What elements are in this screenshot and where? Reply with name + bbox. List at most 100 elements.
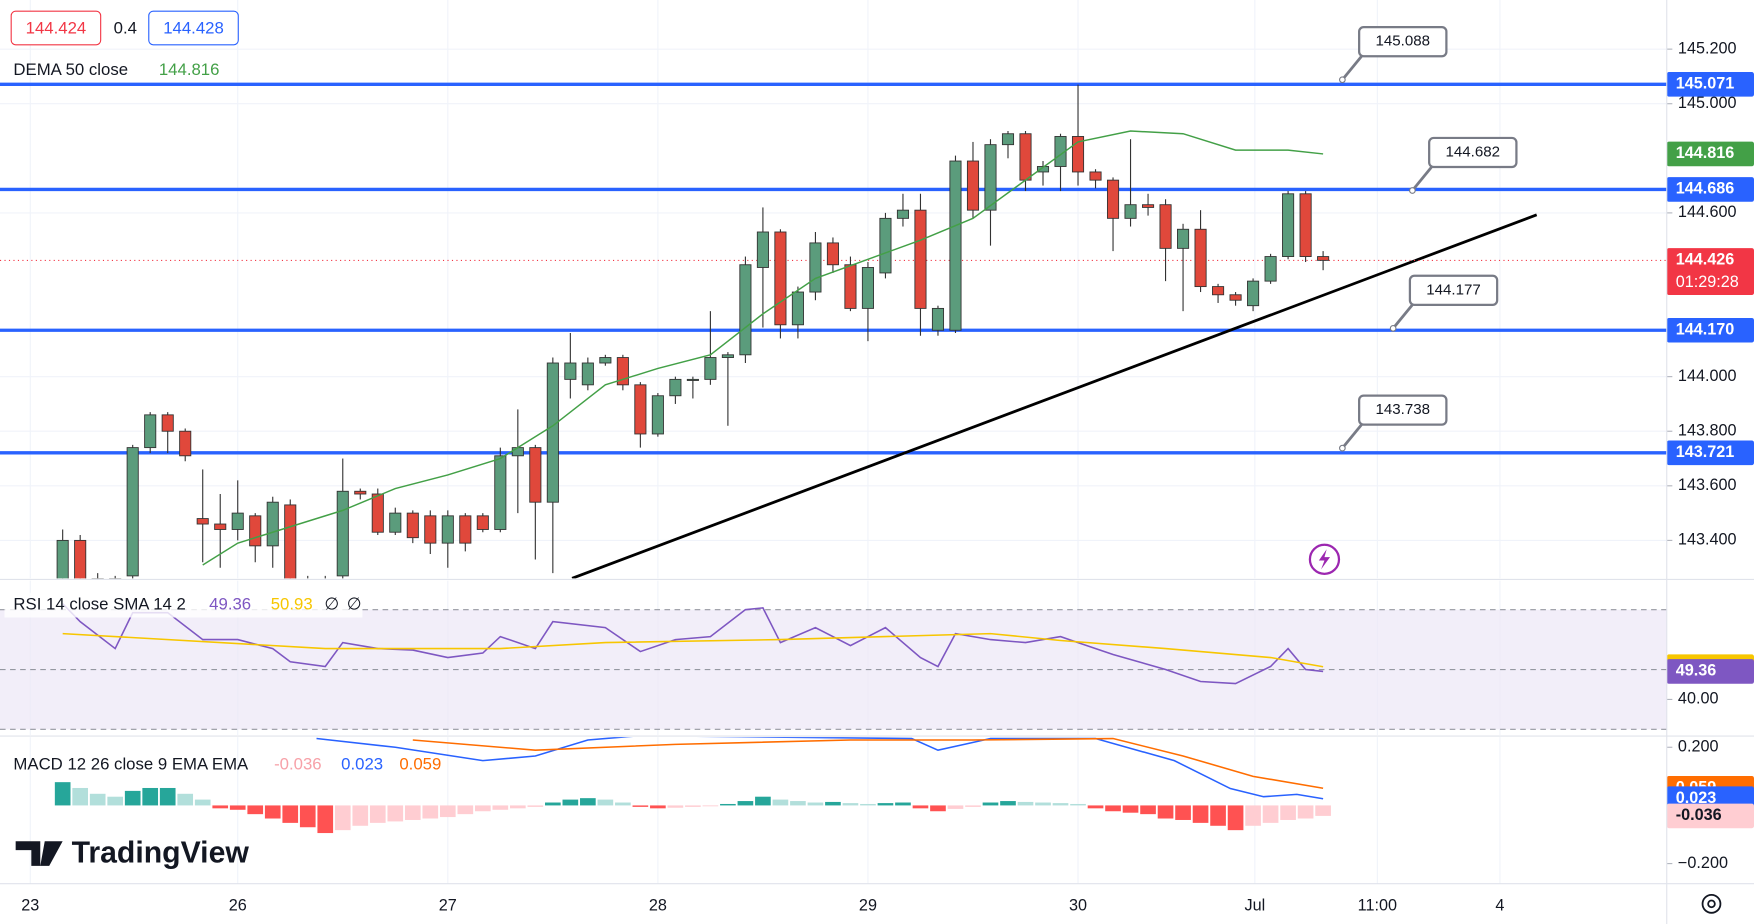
rsi-legend-bg [4,592,363,618]
rsi-line [62,603,1324,685]
x-tick-label: 29 [859,896,877,914]
callout-box [1358,394,1448,426]
macd-pane [29,737,1501,884]
rsi-band [0,609,1667,730]
y-tick-label: 143.400 [1678,531,1737,549]
y-tick-label: 143.600 [1678,476,1737,494]
candle-body [494,455,507,530]
histogram-bar [685,805,701,807]
histogram-bar [1315,805,1331,816]
y-tick-label: 144.000 [1678,367,1737,385]
logo-icon [15,841,63,866]
axis-label: 144.816 [1676,144,1735,162]
histogram-bar [317,805,334,834]
candle-body [879,217,892,274]
candle-body [1159,204,1172,249]
rsi-value: 49.36 [209,595,251,614]
x-tick-label: 28 [649,896,667,914]
candle-body [669,378,682,397]
macd-line [316,737,1324,800]
candle-body [774,231,787,326]
histogram-bar [807,802,824,806]
histogram-bar [369,805,386,823]
histogram-bar [247,805,264,815]
macd-signal-value: 0.059 [399,755,441,774]
histogram-bar [1245,805,1261,826]
x-tick-label: 4 [1495,896,1504,914]
x-tick-label: 23 [21,896,39,914]
candle-body [1036,166,1050,173]
histogram-bar [1035,802,1051,806]
candle-body [126,447,139,577]
candle-body [1247,280,1260,307]
histogram-bar [1070,803,1086,806]
histogram-bar [790,801,806,806]
histogram-bar [492,805,509,810]
histogram-bar [860,803,876,806]
histogram-bar [352,805,369,826]
y-tick-label: 145.200 [1678,39,1737,57]
candle-body [56,539,69,579]
candle-body [564,362,577,380]
histogram-bar [772,799,789,806]
histogram-bar [177,793,194,806]
histogram-bar [562,799,579,806]
axis-label-box [1666,317,1754,343]
histogram-bar [527,805,544,807]
ask-box[interactable] [148,10,239,46]
candle-body [616,357,629,386]
candle-body [966,160,980,211]
callout-anchor [1339,76,1346,84]
indicator-title: DEMA 50 close [13,60,128,79]
histogram-bar [1297,805,1314,819]
histogram-bar [1140,805,1156,815]
histogram-bar [632,805,649,807]
histogram-bar [509,805,526,809]
rsi-line [62,632,1324,668]
x-tick-label: Jul [1244,896,1265,914]
axis-label-box [1666,141,1754,167]
candle-body [1177,228,1190,249]
callout-box [1358,26,1448,58]
axis-label: 143.721 [1676,443,1735,461]
candle-body [231,512,244,530]
candle-body [826,242,839,266]
candle-body [389,512,402,533]
candle-body [406,512,419,539]
callout-label: 145.088 [1375,33,1430,50]
histogram-bar [1000,801,1016,806]
histogram-bar [1017,801,1034,806]
candle-body [459,515,472,544]
histogram-bar [1280,805,1296,820]
axis-label-box [1666,803,1754,829]
ask-price: 144.428 [163,19,224,38]
histogram-bar [1192,805,1209,823]
callout-anchor [1389,324,1397,332]
histogram-bar [615,802,631,806]
candle-body [1106,179,1120,219]
callout-label: 143.738 [1375,401,1430,418]
y-tick-label: 0.200 [1678,738,1719,756]
indicator-value: 144.816 [159,60,220,79]
candle-body [529,447,542,503]
candle-body [1124,204,1137,219]
axis-label-box [1666,248,1754,296]
bid-box[interactable] [10,10,102,46]
candle-body [984,144,997,211]
trend-line [571,213,1538,579]
candle-body [809,242,822,293]
settings-icon[interactable] [1701,894,1722,914]
histogram-bar [702,805,719,807]
y-tick-label: 40.00 [1678,690,1719,708]
candle-body [1194,228,1207,288]
rsi-flag: ∅ [324,595,339,614]
candle-body [581,362,594,386]
candle-body [1001,133,1015,146]
x-tick-label: 30 [1069,896,1087,914]
candle-body [1089,171,1102,181]
macd-hist-value: -0.036 [274,755,322,774]
candle-body [1317,256,1330,261]
macd-line [412,737,1324,790]
settings-icon-center [1707,899,1716,909]
callout-label: 144.682 [1446,143,1501,160]
